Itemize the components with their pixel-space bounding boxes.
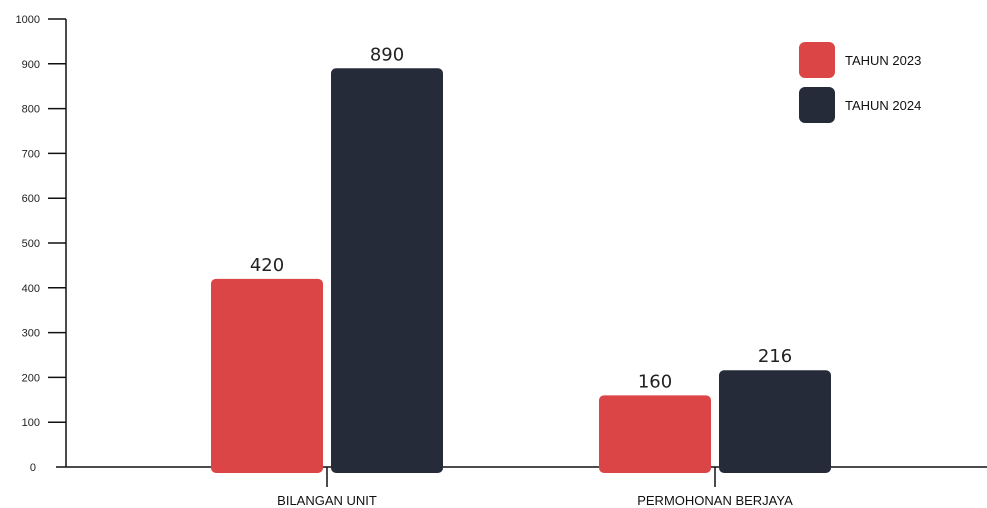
y-tick-label: 500 <box>22 238 40 250</box>
y-tick-label: 0 <box>30 462 36 474</box>
y-axis: 0 100 200 300 400 500 600 700 800 900 1000 <box>16 14 67 474</box>
data-label: 890 <box>370 44 404 65</box>
bar <box>599 395 711 473</box>
y-tick-label: 300 <box>22 328 40 340</box>
legend-label: TAHUN 2023 <box>845 53 921 68</box>
data-labels: 420 890 160 216 <box>250 44 792 392</box>
data-label: 160 <box>638 371 672 392</box>
data-label: 216 <box>758 346 792 367</box>
y-tick-label: 800 <box>22 104 40 116</box>
y-tick-label: 1000 <box>16 14 40 26</box>
x-axis: BILANGAN UNIT PERMOHONAN BERJAYA <box>66 466 987 508</box>
y-tick-label: 200 <box>22 372 40 384</box>
y-tick-label: 100 <box>22 417 40 429</box>
legend-label: TAHUN 2024 <box>845 98 921 113</box>
y-tick-label: 600 <box>22 193 40 205</box>
legend: TAHUN 2023 TAHUN 2024 <box>799 42 921 123</box>
x-tick-label: PERMOHONAN BERJAYA <box>637 493 793 508</box>
bar <box>719 370 831 473</box>
y-tick-label: 900 <box>22 59 40 71</box>
y-tick-label: 700 <box>22 148 40 160</box>
y-tick-label: 400 <box>22 283 40 295</box>
x-tick-label: BILANGAN UNIT <box>277 493 377 508</box>
bars <box>211 68 831 473</box>
legend-swatch <box>799 87 835 123</box>
data-label: 420 <box>250 255 284 276</box>
legend-swatch <box>799 42 835 78</box>
bar <box>331 68 443 473</box>
bar <box>211 278 323 473</box>
